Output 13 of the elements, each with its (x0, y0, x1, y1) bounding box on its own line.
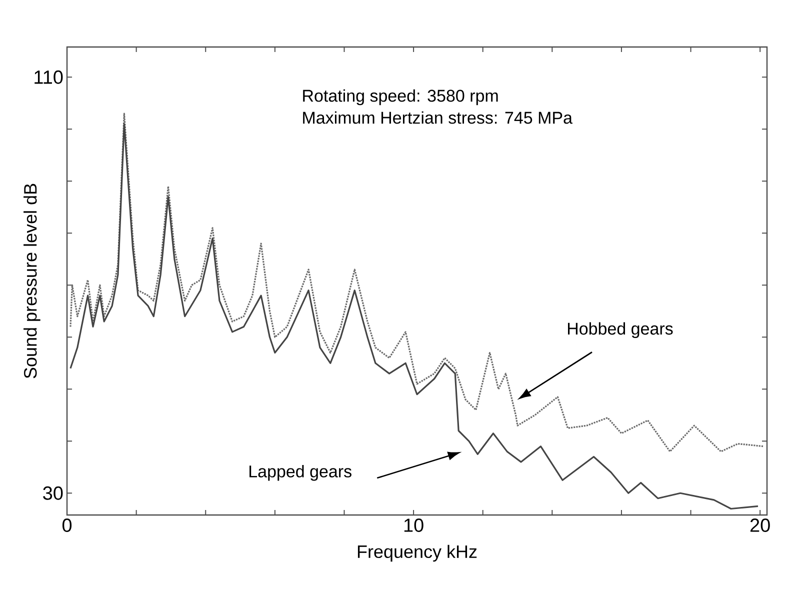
y-axis-title: Sound pressure level dB (24, 184, 40, 378)
annotation: Rotating speed: 3580 rpm (303, 89, 498, 106)
x-tick-label: 20 (750, 518, 770, 532)
line-series (70, 112, 764, 452)
y-tick-label: 30 (43, 486, 63, 500)
annotation: Hobbed gears (568, 322, 673, 338)
y-tick-label: 110 (34, 70, 63, 84)
x-axis-title: Frequency kHz (358, 544, 477, 562)
x-tick-label: 10 (404, 518, 424, 532)
annotation: Lapped gears (250, 464, 352, 481)
line-series (70, 123, 759, 510)
x-tick-label: 0 (62, 518, 72, 532)
annotation: Maximum Hertzian stress: 745 MPa (303, 111, 572, 124)
